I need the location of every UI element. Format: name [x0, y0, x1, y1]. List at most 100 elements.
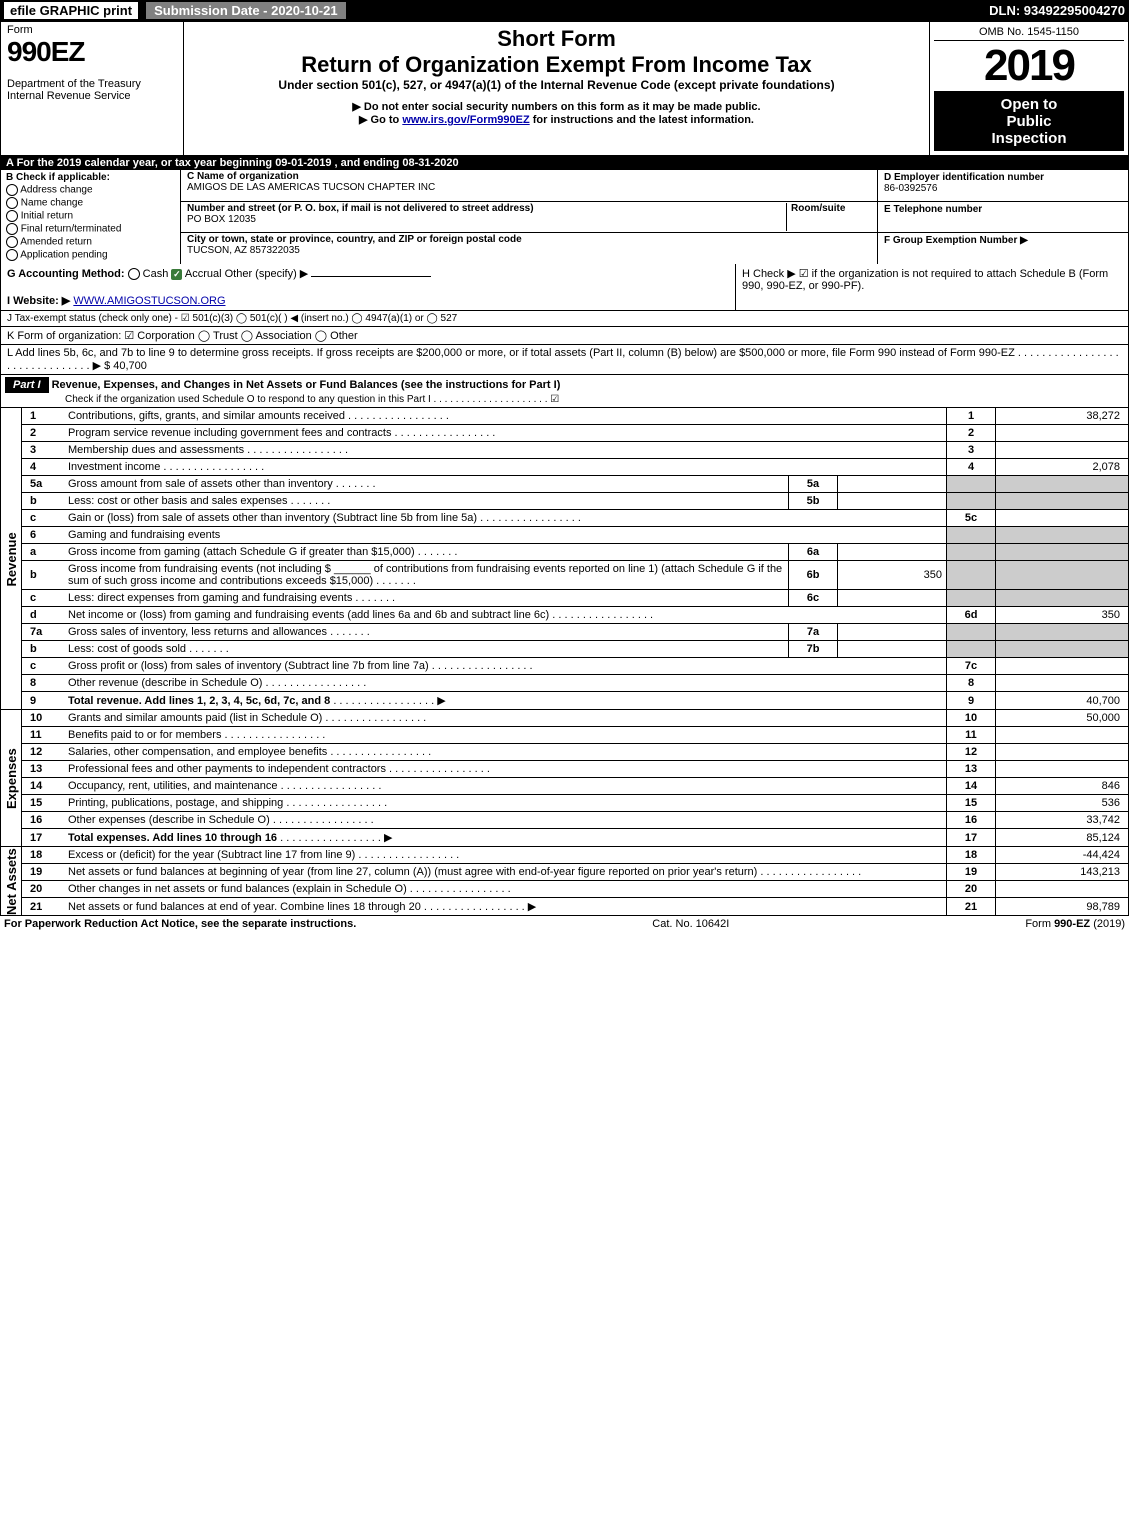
- line-value: 33,742: [996, 812, 1129, 829]
- sub-line-value: [838, 624, 947, 641]
- table-row: cLess: direct expenses from gaming and f…: [1, 590, 1129, 607]
- h-section: H Check ▶ ☑ if the organization is not r…: [736, 264, 1128, 310]
- line-value-grey: [996, 624, 1129, 641]
- g-cash: Cash: [143, 268, 169, 280]
- line-j: J Tax-exempt status (check only one) - ☑…: [0, 311, 1129, 327]
- footer: For Paperwork Reduction Act Notice, see …: [0, 916, 1129, 932]
- line-number: 19: [22, 864, 65, 881]
- sub-line-value: [838, 493, 947, 510]
- line-ref: 9: [947, 692, 996, 710]
- line-l-text: L Add lines 5b, 6c, and 7b to line 9 to …: [7, 347, 1119, 372]
- line-number: 21: [22, 898, 65, 916]
- line-ref: 18: [947, 847, 996, 864]
- table-row: aGross income from gaming (attach Schedu…: [1, 544, 1129, 561]
- line-value: [996, 510, 1129, 527]
- line-ref-grey: [947, 527, 996, 544]
- line-value-grey: [996, 527, 1129, 544]
- check-amended-return[interactable]: Amended return: [6, 236, 175, 248]
- sub-line-number: 6c: [789, 590, 838, 607]
- line-description: Other changes in net assets or fund bala…: [64, 881, 947, 898]
- line-ref: 6d: [947, 607, 996, 624]
- check-name-change[interactable]: Name change: [6, 197, 175, 209]
- sub-line-value: [838, 590, 947, 607]
- accrual-check[interactable]: ✓: [171, 269, 182, 280]
- line-description: Gross profit or (loss) from sales of inv…: [64, 658, 947, 675]
- line-k: K Form of organization: ☑ Corporation ◯ …: [0, 327, 1129, 345]
- line-value: [996, 727, 1129, 744]
- check-application-pending[interactable]: Application pending: [6, 249, 175, 261]
- check-address-change[interactable]: Address change: [6, 184, 175, 196]
- under-section: Under section 501(c), 527, or 4947(a)(1)…: [194, 78, 919, 92]
- omb-number: OMB No. 1545-1150: [934, 26, 1124, 41]
- line-description: Occupancy, rent, utilities, and maintena…: [64, 778, 947, 795]
- line-a: A For the 2019 calendar year, or tax yea…: [0, 156, 1129, 170]
- line-description: Gain or (loss) from sale of assets other…: [64, 510, 947, 527]
- header-left: Form 990EZ Department of the Treasury In…: [1, 22, 184, 155]
- form-word: Form: [7, 24, 177, 36]
- table-row: 4Investment income . . . . . . . . . . .…: [1, 459, 1129, 476]
- line-ref: 8: [947, 675, 996, 692]
- info-grid: B Check if applicable: Address change Na…: [0, 170, 1129, 264]
- line-number: 2: [22, 425, 65, 442]
- line-number: a: [22, 544, 65, 561]
- cash-check[interactable]: [128, 268, 140, 280]
- line-ref: 17: [947, 829, 996, 847]
- footer-left: For Paperwork Reduction Act Notice, see …: [4, 918, 356, 930]
- line-number: 9: [22, 692, 65, 710]
- table-row: 2Program service revenue including gover…: [1, 425, 1129, 442]
- line-ref: 13: [947, 761, 996, 778]
- line-value: [996, 425, 1129, 442]
- g-label: G Accounting Method:: [7, 268, 125, 280]
- line-ref: 3: [947, 442, 996, 459]
- line-value: 98,789: [996, 898, 1129, 916]
- website-link[interactable]: WWW.AMIGOSTUCSON.ORG: [73, 295, 225, 307]
- table-row: 15Printing, publications, postage, and s…: [1, 795, 1129, 812]
- irs-link[interactable]: www.irs.gov/Form990EZ: [402, 114, 529, 126]
- line-number: 4: [22, 459, 65, 476]
- tax-year: 2019: [934, 41, 1124, 91]
- line-ref: 11: [947, 727, 996, 744]
- line-ref: 14: [947, 778, 996, 795]
- section-b-title: B Check if applicable:: [6, 172, 175, 183]
- line-number: 10: [22, 710, 65, 727]
- line-ref: 2: [947, 425, 996, 442]
- part-i-title: Revenue, Expenses, and Changes in Net As…: [52, 379, 561, 391]
- short-form-title: Short Form: [194, 26, 919, 52]
- line-number: 18: [22, 847, 65, 864]
- table-row: 3Membership dues and assessments . . . .…: [1, 442, 1129, 459]
- line-ref: 19: [947, 864, 996, 881]
- line-ref: 5c: [947, 510, 996, 527]
- line-value: [996, 442, 1129, 459]
- line-description: Contributions, gifts, grants, and simila…: [64, 408, 947, 425]
- part-i-label: Part I: [5, 377, 49, 393]
- sub-line-value: [838, 641, 947, 658]
- line-description: Net assets or fund balances at end of ye…: [64, 898, 947, 916]
- check-initial-return[interactable]: Initial return: [6, 210, 175, 222]
- g-other: Other (specify) ▶: [225, 268, 309, 280]
- org-name-label: C Name of organization: [187, 171, 299, 182]
- line-value: 143,213: [996, 864, 1129, 881]
- table-row: bLess: cost or other basis and sales exp…: [1, 493, 1129, 510]
- line-value: 536: [996, 795, 1129, 812]
- line-description: Net assets or fund balances at beginning…: [64, 864, 947, 881]
- footer-right: Form 990-EZ (2019): [1025, 918, 1125, 930]
- line-number: 3: [22, 442, 65, 459]
- line-value: 846: [996, 778, 1129, 795]
- org-city: TUCSON, AZ 857322035: [187, 245, 300, 256]
- expenses-side-label: Expenses: [1, 710, 22, 847]
- check-final-return[interactable]: Final return/terminated: [6, 223, 175, 235]
- table-row: 13Professional fees and other payments t…: [1, 761, 1129, 778]
- table-row: Revenue1Contributions, gifts, grants, an…: [1, 408, 1129, 425]
- sub-line-value: [838, 476, 947, 493]
- line-value-grey: [996, 493, 1129, 510]
- sub-line-value: 350: [838, 561, 947, 590]
- g-accrual: Accrual: [185, 268, 222, 280]
- table-row: 19Net assets or fund balances at beginni…: [1, 864, 1129, 881]
- submission-date: Submission Date - 2020-10-21: [146, 2, 346, 19]
- line-number: 20: [22, 881, 65, 898]
- room-label: Room/suite: [791, 203, 845, 214]
- table-row: cGross profit or (loss) from sales of in…: [1, 658, 1129, 675]
- efile-print-button[interactable]: efile GRAPHIC print: [4, 2, 138, 19]
- line-value: 2,078: [996, 459, 1129, 476]
- table-row: 9Total revenue. Add lines 1, 2, 3, 4, 5c…: [1, 692, 1129, 710]
